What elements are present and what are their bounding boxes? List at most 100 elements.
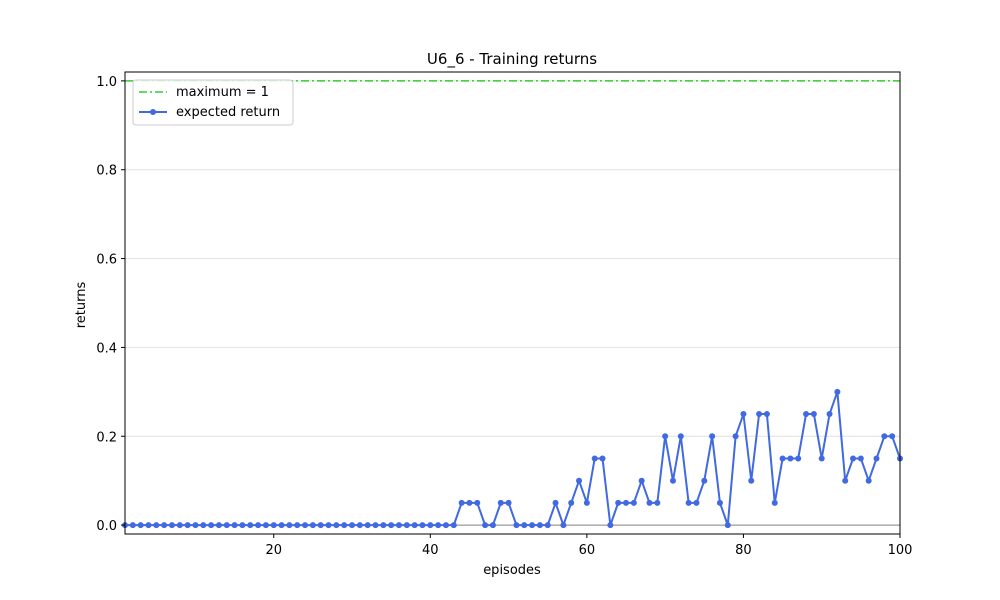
data-point bbox=[732, 433, 739, 440]
data-point bbox=[513, 522, 520, 529]
data-point bbox=[646, 499, 653, 506]
data-point bbox=[857, 455, 864, 462]
data-point bbox=[208, 522, 215, 529]
data-point bbox=[458, 499, 465, 506]
data-point bbox=[709, 433, 716, 440]
data-point bbox=[842, 477, 849, 484]
data-point bbox=[247, 522, 254, 529]
data-point bbox=[129, 522, 136, 529]
y-tick-label: 0.2 bbox=[96, 430, 117, 445]
data-point bbox=[497, 499, 504, 506]
data-point bbox=[215, 522, 222, 529]
data-point bbox=[262, 522, 269, 529]
data-point bbox=[325, 522, 332, 529]
data-point bbox=[591, 455, 598, 462]
x-tick-label: 60 bbox=[579, 543, 596, 558]
data-point bbox=[865, 477, 872, 484]
y-tick-label: 0.6 bbox=[96, 253, 117, 268]
legend-label-maximum: maximum = 1 bbox=[176, 85, 269, 100]
data-point bbox=[599, 455, 606, 462]
data-point bbox=[818, 455, 825, 462]
data-point bbox=[630, 499, 637, 506]
data-point bbox=[693, 499, 700, 506]
data-point bbox=[255, 522, 262, 529]
data-point bbox=[403, 522, 410, 529]
data-point bbox=[427, 522, 434, 529]
legend-label-expected-return: expected return bbox=[176, 105, 280, 120]
data-point bbox=[803, 411, 810, 418]
data-point bbox=[145, 522, 152, 529]
data-point bbox=[669, 477, 676, 484]
data-point bbox=[701, 477, 708, 484]
data-point bbox=[623, 499, 630, 506]
data-point bbox=[505, 499, 512, 506]
legend: maximum = 1 expected return bbox=[132, 79, 294, 126]
y-tick-label: 0.4 bbox=[96, 341, 117, 356]
data-point bbox=[536, 522, 543, 529]
data-point bbox=[419, 522, 426, 529]
plot-frame bbox=[124, 71, 901, 535]
data-point bbox=[474, 499, 481, 506]
data-point bbox=[756, 411, 763, 418]
data-point bbox=[810, 411, 817, 418]
y-tick-label: 0.8 bbox=[96, 164, 117, 179]
data-point bbox=[489, 522, 496, 529]
data-point bbox=[278, 522, 285, 529]
data-point bbox=[544, 522, 551, 529]
data-point bbox=[341, 522, 348, 529]
data-point bbox=[881, 433, 888, 440]
data-point bbox=[176, 522, 183, 529]
data-point bbox=[685, 499, 692, 506]
x-tick-label: 20 bbox=[265, 543, 282, 558]
data-point bbox=[466, 499, 473, 506]
data-point bbox=[395, 522, 402, 529]
data-point bbox=[153, 522, 160, 529]
data-point bbox=[560, 522, 567, 529]
data-point bbox=[184, 522, 191, 529]
data-point bbox=[380, 522, 387, 529]
data-point bbox=[576, 477, 583, 484]
data-point bbox=[372, 522, 379, 529]
data-point bbox=[826, 411, 833, 418]
data-point bbox=[873, 455, 880, 462]
data-point bbox=[442, 522, 449, 529]
data-point bbox=[740, 411, 747, 418]
data-point bbox=[552, 499, 559, 506]
data-point bbox=[286, 522, 293, 529]
data-point bbox=[317, 522, 324, 529]
y-axis-label: returns bbox=[74, 282, 89, 329]
series-line bbox=[125, 390, 901, 527]
data-point bbox=[137, 522, 144, 529]
data-point bbox=[607, 522, 614, 529]
data-point bbox=[482, 522, 489, 529]
data-point bbox=[763, 411, 770, 418]
data-point bbox=[349, 522, 356, 529]
chart-title: U6_6 - Training returns bbox=[427, 50, 597, 69]
data-point bbox=[568, 499, 575, 506]
x-tick-label: 40 bbox=[422, 543, 439, 558]
data-point bbox=[771, 499, 778, 506]
data-point bbox=[724, 522, 731, 529]
data-point bbox=[748, 477, 755, 484]
x-tick-label: 100 bbox=[888, 543, 913, 558]
data-point bbox=[654, 499, 661, 506]
data-point bbox=[615, 499, 622, 506]
x-tick-label: 80 bbox=[735, 543, 752, 558]
x-axis-label: episodes bbox=[483, 563, 541, 578]
data-point bbox=[364, 522, 371, 529]
data-point bbox=[294, 522, 301, 529]
data-point bbox=[411, 522, 418, 529]
data-point bbox=[716, 499, 723, 506]
data-point bbox=[356, 522, 363, 529]
data-point bbox=[200, 522, 207, 529]
data-point bbox=[239, 522, 246, 529]
data-point bbox=[583, 499, 590, 506]
data-point bbox=[529, 522, 536, 529]
data-point bbox=[435, 522, 442, 529]
legend-frame bbox=[132, 79, 294, 126]
data-point bbox=[787, 455, 794, 462]
data-point bbox=[889, 433, 896, 440]
data-point bbox=[850, 455, 857, 462]
y-tick-label: 1.0 bbox=[96, 75, 117, 90]
